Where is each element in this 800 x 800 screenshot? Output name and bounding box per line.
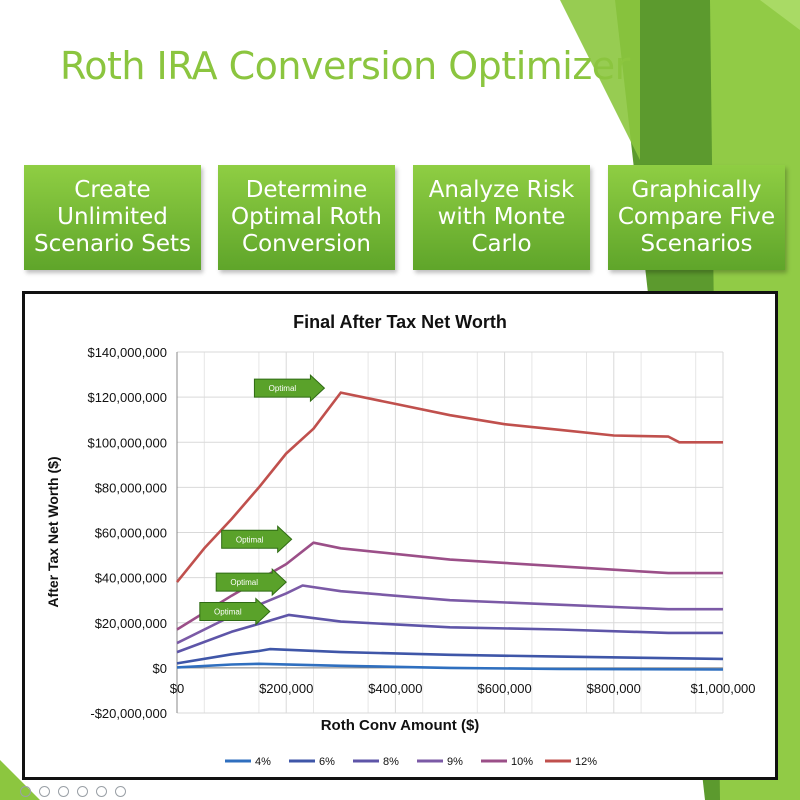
toolbar-pen-icon[interactable] (39, 786, 50, 797)
toolbar-slides-icon[interactable] (58, 786, 69, 797)
x-tick-label: $400,000 (368, 681, 422, 696)
legend-label: 9% (447, 756, 463, 768)
y-tick-label: $100,000,000 (87, 435, 167, 450)
y-tick-label: $40,000,000 (95, 571, 167, 586)
y-axis-label: After Tax Net Worth ($) (45, 456, 61, 607)
x-tick-label: $800,000 (587, 681, 641, 696)
chart-title: Final After Tax Net Worth (293, 312, 507, 332)
feature-box-optimal[interactable]: Determine Optimal Roth Conversion (218, 165, 395, 270)
y-tick-label: -$20,000,000 (90, 706, 167, 721)
feature-label: Graphically Compare Five Scenarios (618, 177, 775, 258)
y-tick-label: $60,000,000 (95, 526, 167, 541)
feature-box-risk[interactable]: Analyze Risk with Monte Carlo (413, 165, 590, 270)
y-tick-label: $120,000,000 (87, 390, 167, 405)
feature-label: Determine Optimal Roth Conversion (231, 177, 382, 258)
chart-frame: Final After Tax Net Worth -$20,000,000 $0 $… (22, 291, 778, 780)
slide-toolbar (20, 784, 126, 798)
page-title: Roth IRA Conversion Optimizer (60, 44, 630, 88)
feature-box-compare[interactable]: Graphically Compare Five Scenarios (608, 165, 785, 270)
legend-label: 10% (511, 756, 533, 768)
legend-label: 4% (255, 756, 271, 768)
legend-label: 12% (575, 756, 597, 768)
feature-label: Analyze Risk with Monte Carlo (429, 177, 575, 258)
feature-box-scenarios[interactable]: Create Unlimited Scenario Sets (24, 165, 201, 270)
y-tick-label: $140,000,000 (87, 345, 167, 360)
legend-label: 8% (383, 756, 399, 768)
x-axis-label: Roth Conv Amount ($) (321, 717, 480, 734)
x-tick-label: $200,000 (259, 681, 313, 696)
x-tick-label: $0 (170, 681, 184, 696)
x-tick-label: $1,000,000 (690, 681, 755, 696)
toolbar-screen-icon[interactable] (96, 786, 107, 797)
y-tick-label: $0 (153, 661, 167, 676)
optimal-label: Optimal (214, 607, 242, 616)
optimal-label: Optimal (269, 384, 297, 393)
legend-label: 6% (319, 756, 335, 768)
toolbar-zoom-icon[interactable] (77, 786, 88, 797)
y-tick-label: $80,000,000 (95, 480, 167, 495)
y-tick-label: $20,000,000 (95, 616, 167, 631)
toolbar-prev-icon[interactable] (20, 786, 31, 797)
feature-label: Create Unlimited Scenario Sets (34, 177, 191, 258)
net-worth-chart: Final After Tax Net Worth-$20,000,000$0$… (25, 294, 775, 777)
optimal-label: Optimal (230, 578, 258, 587)
x-tick-label: $600,000 (477, 681, 531, 696)
toolbar-camera-icon[interactable] (115, 786, 126, 797)
optimal-label: Optimal (236, 535, 264, 544)
